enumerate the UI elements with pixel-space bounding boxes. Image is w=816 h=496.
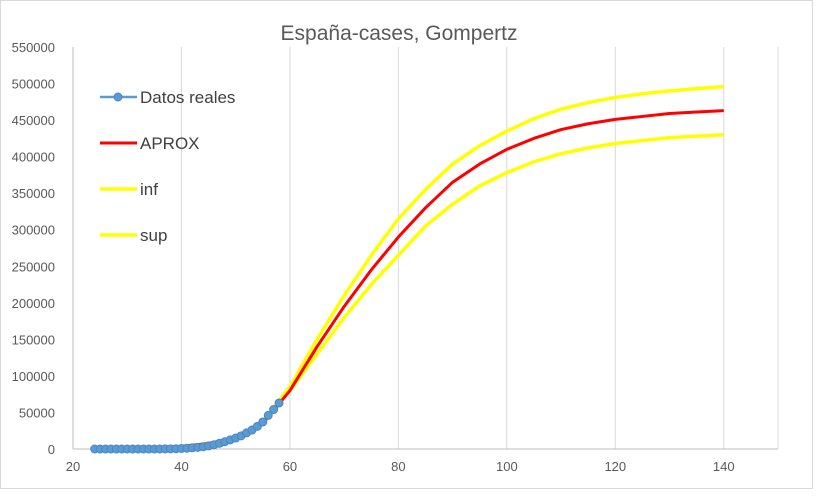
x-tick-label: 20 — [66, 459, 80, 474]
legend: Datos reales APROX inf sup — [100, 88, 235, 245]
legend-swatch-marker — [113, 92, 123, 102]
axes: 20 40 60 80 100 120 140 0 50000 100000 150000 20000… — [12, 40, 778, 474]
y-tick-label: 400000 — [12, 150, 55, 165]
y-tick-label: 350000 — [12, 186, 55, 201]
legend-label: sup — [140, 226, 167, 245]
x-tick-label: 80 — [391, 459, 405, 474]
data-point — [269, 405, 279, 415]
y-tick-label: 150000 — [12, 332, 55, 347]
y-tick-label: 200000 — [12, 296, 55, 311]
legend-label: Datos reales — [140, 88, 235, 107]
legend-label: APROX — [140, 134, 200, 153]
x-tick-label: 40 — [174, 459, 188, 474]
legend-label: inf — [140, 180, 158, 199]
y-tick-label: 50000 — [19, 405, 55, 420]
data-point — [258, 417, 268, 427]
x-tick-label: 140 — [713, 459, 735, 474]
y-tick-label: 450000 — [12, 113, 55, 128]
y-tick-label: 100000 — [12, 369, 55, 384]
y-tick-label: 300000 — [12, 223, 55, 238]
y-tick-label: 500000 — [12, 77, 55, 92]
x-tick-label: 100 — [496, 459, 518, 474]
x-tick-label: 120 — [604, 459, 626, 474]
gridlines — [180, 47, 779, 449]
data-point — [263, 410, 273, 420]
data-point — [274, 398, 284, 408]
y-tick-label: 550000 — [12, 40, 55, 55]
y-tick-label: 0 — [48, 442, 55, 457]
chart-title: España-cases, Gompertz — [281, 22, 518, 45]
series-group — [90, 84, 724, 454]
x-tick-label: 60 — [283, 459, 297, 474]
y-tick-label: 250000 — [12, 259, 55, 274]
